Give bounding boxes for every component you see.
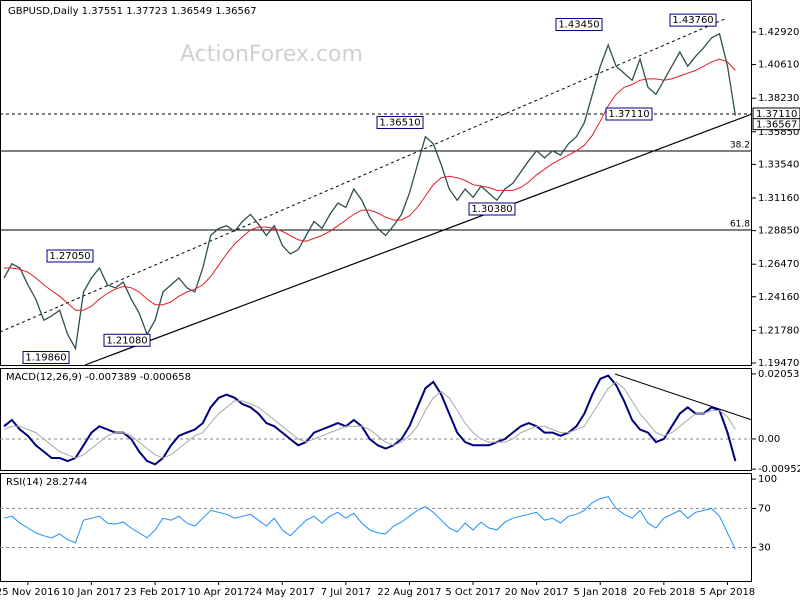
y-tick-label: 0.020535 bbox=[758, 369, 800, 380]
series-line bbox=[3, 381, 736, 459]
y-tick-label: 1.38230 bbox=[758, 93, 799, 104]
series-line bbox=[4, 58, 736, 311]
y-tick-label: 1.26470 bbox=[758, 259, 799, 270]
x-tick-label: 7 Jul 2017 bbox=[321, 587, 371, 598]
series-line bbox=[3, 496, 736, 550]
x-tick-label: 5 Jan 2018 bbox=[573, 587, 627, 598]
series-line bbox=[3, 374, 737, 466]
x-tick-label: 5 Apr 2018 bbox=[700, 587, 755, 598]
y-tick-label: 1.40610 bbox=[758, 60, 799, 71]
annotation-label: 1.43760 bbox=[672, 15, 713, 26]
y-tick-label: 1.19470 bbox=[758, 358, 799, 369]
x-tick-label: 25 Nov 2016 bbox=[0, 587, 60, 598]
annotation-label: 1.43450 bbox=[558, 20, 599, 31]
x-tick-label: 10 Apr 2017 bbox=[188, 587, 250, 598]
price-label: 1.37110 bbox=[756, 109, 797, 120]
macd-trendline bbox=[614, 373, 753, 421]
price-title: GBPUSD,Daily 1.37551 1.37723 1.36549 1.3… bbox=[8, 6, 257, 17]
macd-title: MACD(12,26,9) -0.007389 -0.000658 bbox=[6, 372, 191, 383]
x-tick-label: 23 Feb 2017 bbox=[124, 587, 186, 598]
series-line bbox=[3, 32, 737, 351]
watermark: ActionForex.com bbox=[180, 42, 363, 67]
x-tick-label: 10 Jan 2017 bbox=[61, 587, 121, 598]
lower-trendline bbox=[84, 113, 753, 366]
annotation-box bbox=[22, 350, 70, 364]
annotation-label: 1.19860 bbox=[25, 352, 66, 363]
y-tick-label: 100 bbox=[758, 474, 777, 485]
rsi-title: RSI(14) 28.2744 bbox=[6, 477, 87, 488]
y-tick-label: 1.28850 bbox=[758, 226, 799, 237]
annotation-box bbox=[669, 13, 717, 27]
x-tick-label: 22 Aug 2017 bbox=[377, 587, 441, 598]
y-tick-label: 1.24160 bbox=[758, 292, 799, 303]
x-tick-label: 5 Oct 2017 bbox=[445, 587, 500, 598]
fib-label: 61.8 bbox=[730, 220, 750, 230]
annotation-box bbox=[376, 115, 424, 129]
y-tick-label: 1.33540 bbox=[758, 159, 799, 170]
annotation-box bbox=[605, 107, 653, 121]
annotation-label: 1.27050 bbox=[49, 251, 90, 262]
price-box bbox=[752, 118, 800, 131]
price-label: 1.36567 bbox=[756, 120, 797, 131]
annotation-label: 1.30380 bbox=[471, 204, 512, 215]
y-tick-label: 1.31160 bbox=[758, 193, 799, 204]
y-tick-label: -0.00952 bbox=[758, 464, 800, 475]
annotation-box bbox=[555, 18, 603, 32]
fib-label: 38.2 bbox=[730, 140, 750, 150]
annotation-label: 1.36510 bbox=[379, 117, 420, 128]
y-tick-label: 30 bbox=[758, 543, 771, 554]
x-tick-label: 20 Nov 2017 bbox=[505, 587, 569, 598]
y-tick-label: 1.35850 bbox=[758, 127, 799, 138]
annotation-label: 1.21080 bbox=[106, 335, 147, 346]
rsi-panel bbox=[0, 473, 752, 582]
y-tick-label: 1.42920 bbox=[758, 27, 799, 38]
price-panel bbox=[0, 0, 752, 366]
y-tick-label: 70 bbox=[758, 503, 771, 514]
annotation-label: 1.37110 bbox=[608, 109, 649, 120]
x-tick-label: 24 May 2017 bbox=[250, 587, 315, 598]
annotation-box bbox=[468, 202, 516, 216]
y-tick-label: 1.21780 bbox=[758, 325, 799, 336]
annotation-box bbox=[46, 249, 94, 263]
y-tick-label: 0.00 bbox=[758, 434, 780, 445]
annotation-box bbox=[103, 333, 151, 347]
x-tick-label: 20 Feb 2018 bbox=[633, 587, 695, 598]
